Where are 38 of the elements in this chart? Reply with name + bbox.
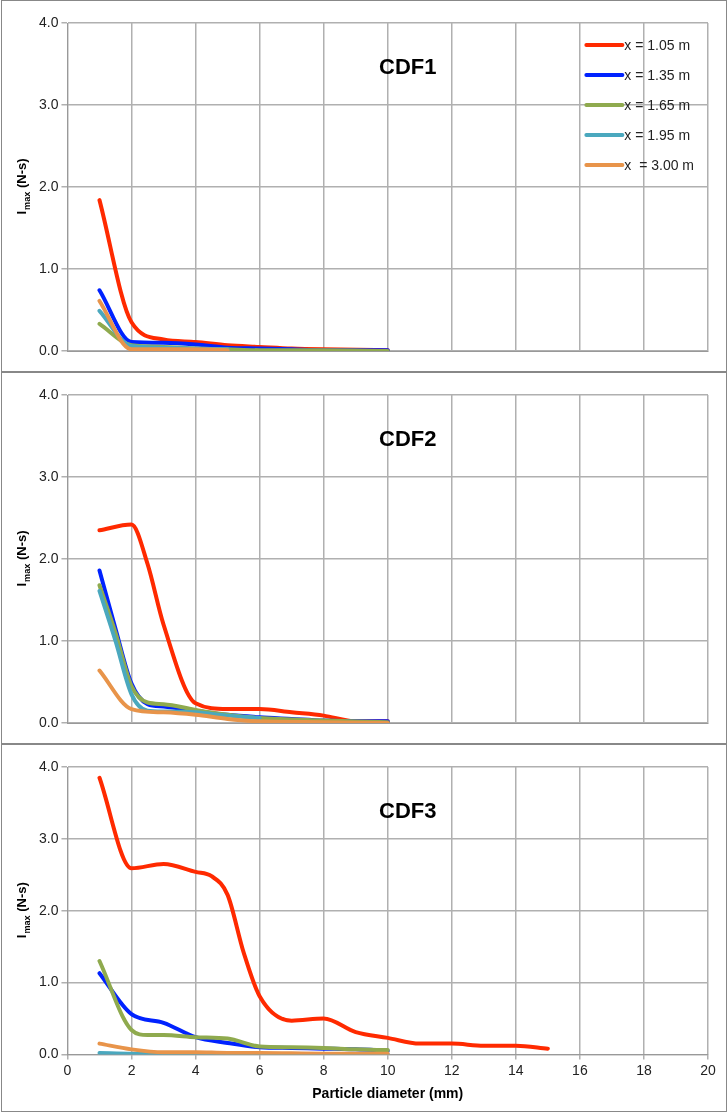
y-axis-title: Imax (N-s) [13,882,32,939]
y-tick-label: 4.0 [38,385,59,402]
y-tick-label: 2.0 [38,177,59,194]
y-tick-label: 1.0 [38,631,59,648]
x-axis-title: Particle diameter (mm) [312,1085,464,1102]
x-tick-label: 10 [379,1061,396,1078]
x-tick-label: 14 [508,1061,524,1078]
y-tick-label: 3.0 [38,95,59,112]
legend-label: x = 1.95 m [624,126,691,143]
y-tick-label: 3.0 [38,829,59,846]
x-tick-label: 12 [444,1061,460,1078]
x-tick-label: 8 [319,1061,328,1078]
y-tick-label: 3.0 [38,467,59,484]
y-axis-title: Imax (N-s) [13,158,32,215]
legend-label: x = 1.05 m [624,36,691,53]
y-axis-title: Imax (N-s) [13,530,32,587]
y-tick-label: 2.0 [38,901,59,918]
y-tick-label: 0.0 [38,713,59,730]
text: CDF3 [379,798,437,824]
x-tick-label: 20 [700,1061,716,1078]
x-tick-label: 18 [636,1061,652,1078]
x-tick-label: 0 [63,1061,72,1078]
x-tick-label: 16 [572,1061,588,1078]
legend-label: x = 1.65 m [624,96,691,113]
text: CDF1 [379,54,437,80]
legend-label: x = 1.35 m [624,66,691,83]
x-tick-label: 2 [127,1061,136,1078]
text: CDF2 [379,426,437,452]
y-tick-label: 0.0 [38,341,59,358]
y-tick-label: 1.0 [38,973,59,990]
legend-label: x = 3.00 m [624,156,695,173]
y-tick-label: 2.0 [38,549,59,566]
y-tick-label: 1.0 [38,259,59,276]
x-tick-label: 4 [191,1061,200,1078]
y-tick-label: 4.0 [38,13,59,30]
y-tick-label: 4.0 [38,757,59,774]
x-tick-label: 6 [255,1061,264,1078]
y-tick-label: 0.0 [38,1045,59,1062]
